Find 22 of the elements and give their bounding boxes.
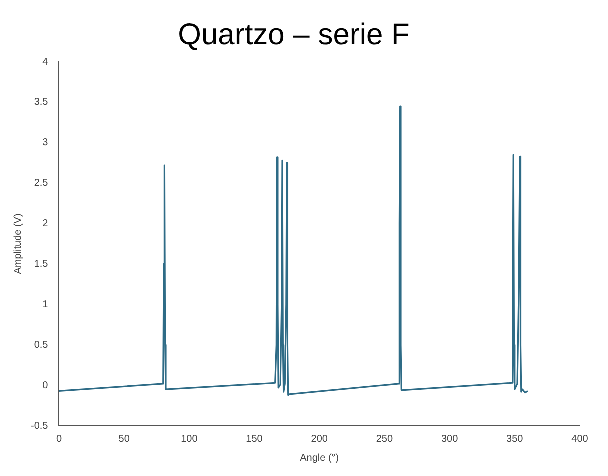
y-tick-label: 4 bbox=[42, 56, 49, 68]
x-tick-label: 200 bbox=[311, 434, 328, 445]
x-tick-label: 300 bbox=[441, 434, 459, 445]
x-tick-label: 250 bbox=[376, 434, 394, 445]
x-tick-label: 400 bbox=[572, 434, 589, 445]
y-tick-label: 2.5 bbox=[34, 178, 49, 190]
x-tick-label: 0 bbox=[56, 434, 62, 445]
x-axis-title: Angle (°) bbox=[300, 452, 340, 464]
y-tick-label: 3.5 bbox=[34, 97, 49, 108]
x-tick-label: 50 bbox=[118, 434, 130, 445]
y-tick-label: 1.5 bbox=[34, 258, 49, 270]
y-tick-label: -0.5 bbox=[30, 420, 49, 432]
x-tick-label: 150 bbox=[246, 434, 264, 445]
x-tick-label: 350 bbox=[506, 434, 524, 445]
y-axis-title: Amplitude (V) bbox=[12, 214, 24, 274]
y-tick-label: 0.5 bbox=[34, 340, 49, 351]
y-tick-label: 1 bbox=[42, 299, 49, 310]
y-tick-label: 2 bbox=[42, 218, 49, 230]
y-tick-label: 0 bbox=[42, 380, 49, 392]
chart-title: Quartzo – serie F bbox=[178, 18, 410, 52]
x-tick-label: 100 bbox=[181, 434, 198, 445]
y-tick-label: 3 bbox=[42, 138, 49, 149]
